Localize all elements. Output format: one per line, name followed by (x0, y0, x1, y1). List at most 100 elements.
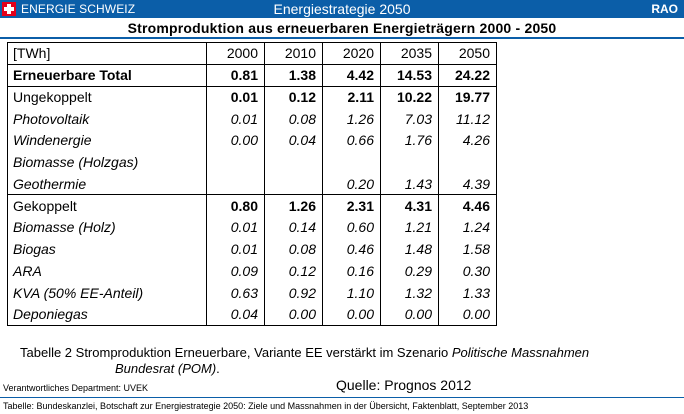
cell-value: 0.01 (206, 107, 265, 130)
cell-value: 0.12 (264, 260, 323, 282)
cell-value: 1.10 (322, 281, 381, 304)
department-note: Verantwortliches Department: UVEK (3, 383, 149, 393)
cell-value: 24.22 (438, 64, 497, 87)
top-bar: ENERGIE SCHWEIZ Energiestrategie 2050 RA… (0, 0, 684, 18)
cell-value: 0.30 (438, 260, 497, 282)
cell-value: 4.39 (438, 173, 497, 195)
swiss-cross-icon (2, 2, 16, 16)
page-subtitle: Stromproduktion aus erneuerbaren Energie… (0, 19, 684, 37)
cell-value: 1.32 (380, 281, 439, 304)
table-row: KVA (50% EE-Anteil) 0.63 0.92 1.10 1.32 … (7, 281, 497, 304)
cell-value: 1.43 (380, 173, 439, 195)
cell-value: 0.08 (264, 238, 323, 260)
cell-value: 0.29 (380, 260, 439, 282)
brand-name: ENERGIE SCHWEIZ (21, 2, 136, 16)
header-divider (0, 37, 684, 39)
cell-value: 1.26 (264, 194, 323, 217)
cell-value: 1.33 (438, 281, 497, 304)
cell-value: 4.42 (322, 64, 381, 87)
energy-table: [TWh] 2000 2010 2020 2035 2050 Erneuerba… (7, 42, 497, 326)
year-header: 2035 (380, 42, 439, 65)
row-label: ARA (7, 260, 207, 282)
cell-value: 0.01 (206, 238, 265, 260)
cell-value: 0.92 (264, 281, 323, 304)
cell-value: 4.31 (380, 194, 439, 217)
row-label: Windenergie (7, 129, 207, 152)
row-label: Biomasse (Holz) (7, 216, 207, 239)
cell-value: 0.00 (322, 303, 381, 326)
group-row-ungekoppelt: Ungekoppelt 0.01 0.12 2.11 10.22 19.77 (7, 86, 497, 108)
cell-value: 0.12 (264, 86, 323, 108)
cell-value (264, 151, 323, 173)
cell-value (206, 173, 265, 195)
caption-lead: Tabelle 2 Stromproduktion Erneuerbare, V… (20, 345, 452, 360)
group-row-gekoppelt: Gekoppelt 0.80 1.26 2.31 4.31 4.46 (7, 194, 497, 217)
cell-value: 0.14 (264, 216, 323, 239)
header-title: Energiestrategie 2050 (273, 1, 411, 17)
cell-value: 0.00 (438, 303, 497, 326)
cell-value: 1.76 (380, 129, 439, 152)
cell-value: 0.01 (206, 86, 265, 108)
cell-value: 11.12 (438, 107, 497, 130)
cell-value: 0.00 (206, 129, 265, 152)
cell-value: 0.80 (206, 194, 265, 217)
cell-value: 0.04 (206, 303, 265, 326)
table-row: Photovoltaik 0.01 0.08 1.26 7.03 11.12 (7, 107, 497, 130)
source-note: Tabelle: Bundeskanzlei, Botschaft zur En… (3, 401, 529, 411)
header-right-label: RAO (651, 2, 678, 16)
cell-value (438, 151, 497, 173)
row-label: Biomasse (Holzgas) (7, 151, 207, 173)
table-row: Biomasse (Holz) 0.01 0.14 0.60 1.21 1.24 (7, 216, 497, 239)
table-row: Biomasse (Holzgas) (7, 151, 497, 173)
cell-value: 0.81 (206, 64, 265, 87)
unit-header: [TWh] (7, 42, 207, 65)
cell-value: 19.77 (438, 86, 497, 108)
cell-value: 10.22 (380, 86, 439, 108)
row-label: Gekoppelt (7, 194, 207, 217)
brand-logo: ENERGIE SCHWEIZ (0, 0, 135, 18)
cell-value: 1.26 (322, 107, 381, 130)
cell-value: 0.08 (264, 107, 323, 130)
cell-value: 0.16 (322, 260, 381, 282)
table-row: Geothermie 0.20 1.43 4.39 (7, 173, 497, 195)
caption-line2: Bundesrat (POM). (20, 361, 680, 377)
cell-value: 0.46 (322, 238, 381, 260)
cell-value (264, 173, 323, 195)
cell-value: 4.46 (438, 194, 497, 217)
cell-value: 0.00 (380, 303, 439, 326)
table-row: Biogas 0.01 0.08 0.46 1.48 1.58 (7, 238, 497, 260)
source-quelle: Quelle: Prognos 2012 (336, 377, 472, 393)
cell-value: 1.38 (264, 64, 323, 87)
cell-value: 0.00 (264, 303, 323, 326)
row-label: Biogas (7, 238, 207, 260)
cell-value: 0.60 (322, 216, 381, 239)
year-header: 2050 (438, 42, 497, 65)
table-caption: Tabelle 2 Stromproduktion Erneuerbare, V… (20, 345, 680, 377)
year-header: 2010 (264, 42, 323, 65)
footer-divider (0, 397, 684, 398)
row-label: Photovoltaik (7, 107, 207, 130)
row-label: Ungekoppelt (7, 86, 207, 108)
caption-scenario-continued: Bundesrat (POM) (115, 361, 217, 376)
caption-scenario: Politische Massnahmen (451, 345, 590, 360)
row-label: Erneuerbare Total (7, 64, 207, 87)
cell-value: 0.20 (322, 173, 381, 195)
cell-value: 2.31 (322, 194, 381, 217)
row-label: Geothermie (7, 173, 207, 195)
cell-value: 1.21 (380, 216, 439, 239)
year-header: 2000 (206, 42, 265, 65)
cell-value (380, 151, 439, 173)
table-row: ARA 0.09 0.12 0.16 0.29 0.30 (7, 260, 497, 282)
cell-value: 0.04 (264, 129, 323, 152)
row-label: KVA (50% EE-Anteil) (7, 281, 207, 304)
cell-value: 0.63 (206, 281, 265, 304)
cell-value: 14.53 (380, 64, 439, 87)
cell-value: 7.03 (380, 107, 439, 130)
year-header: 2020 (322, 42, 381, 65)
cell-value: 0.66 (322, 129, 381, 152)
table-row: Deponiegas 0.04 0.00 0.00 0.00 0.00 (7, 303, 497, 326)
cell-value: 2.11 (322, 86, 381, 108)
cell-value: 0.01 (206, 216, 265, 239)
cell-value: 1.48 (380, 238, 439, 260)
table-row: Windenergie 0.00 0.04 0.66 1.76 4.26 (7, 129, 497, 152)
